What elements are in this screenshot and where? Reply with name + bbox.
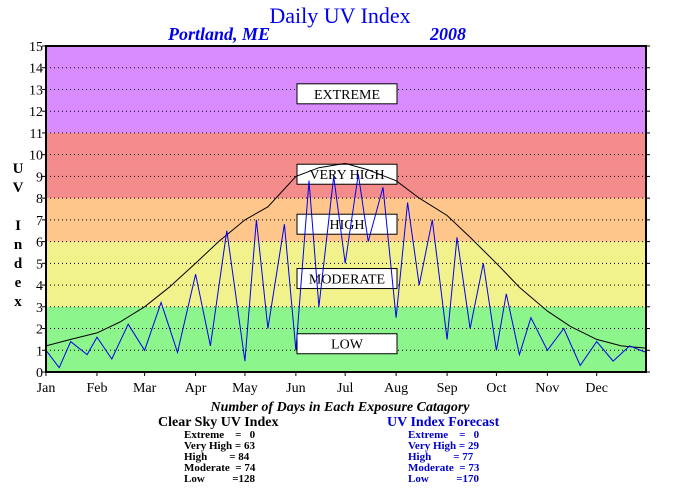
forecast-table: Extreme = 0 Very High = 29 High = 77 Mod… [408, 430, 479, 485]
y-axis-label-space [10, 198, 26, 217]
x-tick-label: Mar [133, 381, 157, 396]
band-label: VERY HIGH [309, 168, 384, 183]
y-axis-label-letter: x [14, 294, 22, 310]
x-tick-label: Apr [185, 381, 207, 396]
y-tick-label: 4 [36, 279, 43, 294]
y-axis-label-letter: V [12, 180, 24, 196]
y-tick-label: 12 [29, 105, 43, 120]
clear-sky-row: Very High = 63 [184, 440, 255, 452]
y-tick-label: 9 [36, 170, 43, 185]
y-tick-label: 5 [36, 257, 43, 272]
x-tick-label: Sep [437, 381, 458, 396]
x-tick-label: Feb [86, 381, 107, 396]
x-ticks: Jan Feb Mar Apr May Jun Jul Aug Sep Oct Nov Dec [37, 372, 608, 396]
x-tick-label: Nov [535, 381, 559, 396]
x-tick-label: Oct [486, 381, 506, 396]
chart-title: Daily UV Index [269, 3, 411, 28]
x-tick-label: Jan [37, 381, 56, 396]
band-label: EXTREME [314, 88, 380, 103]
y-axis-label-letter: I [15, 218, 21, 234]
forecast-series-line [45, 174, 647, 369]
clear-sky-row: Low =128 [184, 473, 256, 485]
band-label: MODERATE [309, 273, 385, 288]
year-label: 2008 [430, 24, 466, 44]
plot-frame [45, 45, 647, 373]
exposure-subtitle: Number of Days in Each Exposure Catagory [210, 400, 470, 415]
x-tick-label: May [232, 381, 258, 396]
band-label-box [296, 83, 398, 105]
clear-sky-series-line [45, 162, 647, 349]
clear-sky-row: Moderate = 74 [184, 462, 256, 474]
y-tick-label: 7 [36, 214, 43, 229]
y-axis-label-letter: d [13, 256, 23, 272]
forecast-row: Low =170 [408, 473, 480, 485]
grid-lines [46, 67, 646, 351]
forecast-row: Moderate = 73 [408, 462, 480, 474]
band-label: HIGH [330, 218, 365, 233]
y-tick-label: 8 [36, 192, 43, 207]
band-label: LOW [331, 338, 364, 353]
x-tick-label: Jul [337, 381, 353, 396]
y-tick-label: 10 [29, 149, 43, 164]
y-tick-label: 11 [30, 127, 43, 142]
y-tick-label: 1 [36, 344, 43, 359]
y-tick-label: 0 [36, 366, 43, 381]
y-tick-label: 13 [29, 83, 43, 98]
x-tick-label: Dec [585, 381, 608, 396]
y-tick-label: 15 [29, 40, 43, 55]
y-tick-label: 2 [36, 323, 43, 338]
y-axis-label-letter: e [14, 275, 22, 291]
clear-sky-row: Extreme = 0 [184, 429, 256, 441]
forecast-title: UV Index Forecast [387, 415, 500, 430]
forecast-row: Extreme = 0 [408, 429, 480, 441]
clear-sky-row: High = 84 [184, 451, 250, 463]
location-label: Portland, ME [168, 24, 271, 44]
clear-sky-table: Extreme = 0 Very High = 63 High = 84 Mod… [184, 430, 255, 485]
y-axis-label-letter: n [13, 237, 23, 253]
forecast-row: Very High = 29 [408, 440, 479, 452]
band-label-box [296, 333, 398, 355]
y-axis-label-letter: U [12, 161, 24, 177]
forecast-row: High = 77 [408, 451, 474, 463]
x-tick-label: Aug [384, 381, 408, 396]
clear-sky-title: Clear Sky UV Index [158, 415, 279, 430]
series-lines [45, 162, 647, 369]
y-tick-label: 3 [36, 301, 43, 316]
y-tick-label: 14 [29, 62, 43, 77]
y-tick-label: 6 [36, 236, 43, 251]
x-tick-label: Jun [286, 381, 305, 396]
